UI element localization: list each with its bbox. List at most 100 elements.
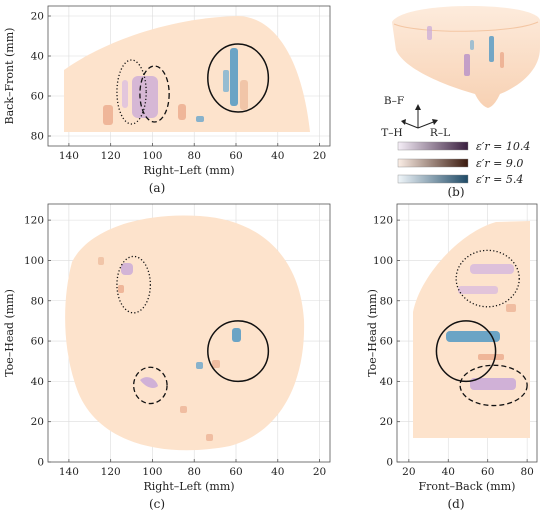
panel-a-inclusion-blue-small [196, 116, 204, 122]
marker-dotted-ellipse [455, 249, 520, 308]
panel-b-bowl-rim [393, 21, 539, 32]
tick-label-y: 20 [31, 416, 44, 428]
marker-dashed-ellipse [132, 366, 168, 405]
direction-rl: R–L [430, 127, 450, 139]
panel-b-legend: ε′r = 10.4 ε′r = 9.0 ε′r = 5.4 [397, 140, 530, 186]
panel-c-tissue [65, 215, 305, 451]
marker-dashed-ellipse [139, 65, 170, 123]
direction-th: T–H [381, 127, 402, 139]
tick-label-x: 80 [520, 466, 533, 478]
panel-a: 140 120 100 80 60 40 20 20 40 60 80 Right–Left (mm… [3, 5, 331, 195]
tick-label-x: 100 [142, 150, 162, 162]
tick-label-y: 60 [31, 336, 44, 348]
panel-c-inclusion-blue-small [196, 362, 203, 369]
tick-label-y: 80 [31, 295, 44, 307]
marker-dotted-ellipse [116, 59, 147, 125]
panel-b-caption: (b) [447, 185, 464, 199]
marker-solid-ellipse [207, 320, 270, 383]
tick-label-y: 80 [31, 131, 44, 143]
panel-d-inclusion-brown [478, 354, 504, 360]
panel-d-caption: (d) [447, 497, 464, 511]
panel-d-ticks: 20 40 60 80 0 20 40 60 80 100 120 [373, 215, 534, 478]
tick-label-y: 40 [31, 51, 44, 63]
tick-label-x: 120 [101, 150, 121, 162]
tick-label-x: 80 [188, 466, 201, 478]
tick-label-x: 20 [402, 466, 415, 478]
panel-a-markers [116, 43, 270, 125]
panel-c-inclusion-brown-2 [180, 406, 187, 413]
tick-label-y: 40 [31, 376, 44, 388]
panel-c-ticks: 140 120 100 80 60 40 20 0 20 40 60 80 100 120 [24, 215, 326, 478]
panel-c-inclusion-purple-bottom [140, 377, 158, 388]
panel-a-tissue [64, 16, 310, 132]
tick-label-x: 40 [271, 466, 284, 478]
panel-a-inclusion-blue-side [223, 70, 229, 92]
panel-a-xlabel: Right–Left (mm) [143, 164, 234, 177]
legend-bar-brown [397, 158, 469, 168]
panel-c-ylabel: Toe–Head (mm) [3, 289, 16, 377]
tick-label-y: 60 [380, 336, 393, 348]
tick-label-y: 100 [373, 255, 393, 267]
legend-label-purple: ε′r = 10.4 [476, 140, 530, 153]
panel-b-inclusion-purple [464, 54, 470, 76]
tick-label-y: 40 [380, 376, 393, 388]
panel-d-inclusion-purple-top [470, 264, 514, 274]
panel-b-inclusion-brown [500, 52, 504, 68]
marker-solid-ellipse [207, 43, 270, 113]
legend-label-brown: ε′r = 9.0 [476, 157, 523, 170]
panel-a-caption: (a) [149, 181, 166, 195]
panel-d-inclusion-blue [446, 331, 500, 342]
tick-label-y: 0 [386, 457, 393, 469]
tick-label-y: 120 [373, 215, 393, 227]
panel-a-inclusion-brown [103, 105, 113, 125]
tick-label-x: 140 [59, 150, 79, 162]
tick-label-y: 120 [24, 215, 44, 227]
tick-label-x: 40 [442, 466, 455, 478]
panel-d-tissue [413, 221, 530, 438]
panel-d-image [413, 221, 530, 438]
panel-a-inclusion-brown-2 [178, 104, 186, 120]
panel-c-image [65, 215, 305, 451]
panel-c-caption: (c) [149, 497, 165, 511]
tick-label-y: 20 [380, 416, 393, 428]
panel-c-frame [47, 203, 331, 463]
panel-b-inclusion-blue [489, 36, 494, 62]
panel-b-inclusion-blue-2 [470, 40, 474, 50]
marker-solid-ellipse [435, 320, 497, 383]
panel-d-inclusion-brown-2 [506, 304, 516, 312]
panel-d-xlabel: Front–Back (mm) [419, 480, 516, 493]
tick-label-x: 100 [142, 466, 162, 478]
panel-c-markers [116, 255, 270, 405]
legend-bar-blue [397, 174, 469, 184]
panel-a-inclusion-purple-small [122, 80, 128, 108]
tick-label-x: 60 [229, 150, 242, 162]
panel-c-xlabel: Right–Left (mm) [143, 480, 234, 493]
panel-c-inclusion-brown-3 [206, 434, 213, 441]
tick-label-x: 40 [271, 150, 284, 162]
panel-b-direction-axes: B–F T–H R–L [381, 95, 450, 139]
tick-label-x: 140 [59, 466, 79, 478]
tick-label-y: 80 [380, 295, 393, 307]
panel-c-inclusion-blue [232, 328, 241, 342]
tick-label-y: 0 [37, 457, 44, 469]
tick-label-x: 20 [313, 466, 326, 478]
panel-d-inclusion-purple-bottom [470, 378, 516, 390]
panel-d-ylabel: Toe–Head (mm) [366, 289, 379, 377]
legend-label-blue: ε′r = 5.4 [476, 173, 523, 186]
panel-c-inclusion-purple-top [121, 263, 133, 275]
tick-label-x: 80 [188, 150, 201, 162]
panel-b: B–F T–H R–L ε′r = 10.4 ε′r = 9.0 ε′r = 5… [381, 6, 540, 199]
tick-label-y: 100 [24, 255, 44, 267]
panel-a-inclusion-brown-3 [240, 80, 248, 110]
tick-label-y: 60 [31, 91, 44, 103]
panel-c: 140 120 100 80 60 40 20 0 20 40 60 80 100 120 Right–L… [3, 203, 331, 511]
tick-label-x: 20 [313, 150, 326, 162]
tick-label-x: 60 [229, 466, 242, 478]
panel-a-frame [47, 5, 331, 147]
panel-c-inclusion-brown-4 [98, 257, 104, 265]
panel-a-ylabel: Back–Front (mm) [3, 28, 16, 125]
panel-a-image [64, 16, 310, 132]
marker-dotted-ellipse [116, 255, 152, 314]
